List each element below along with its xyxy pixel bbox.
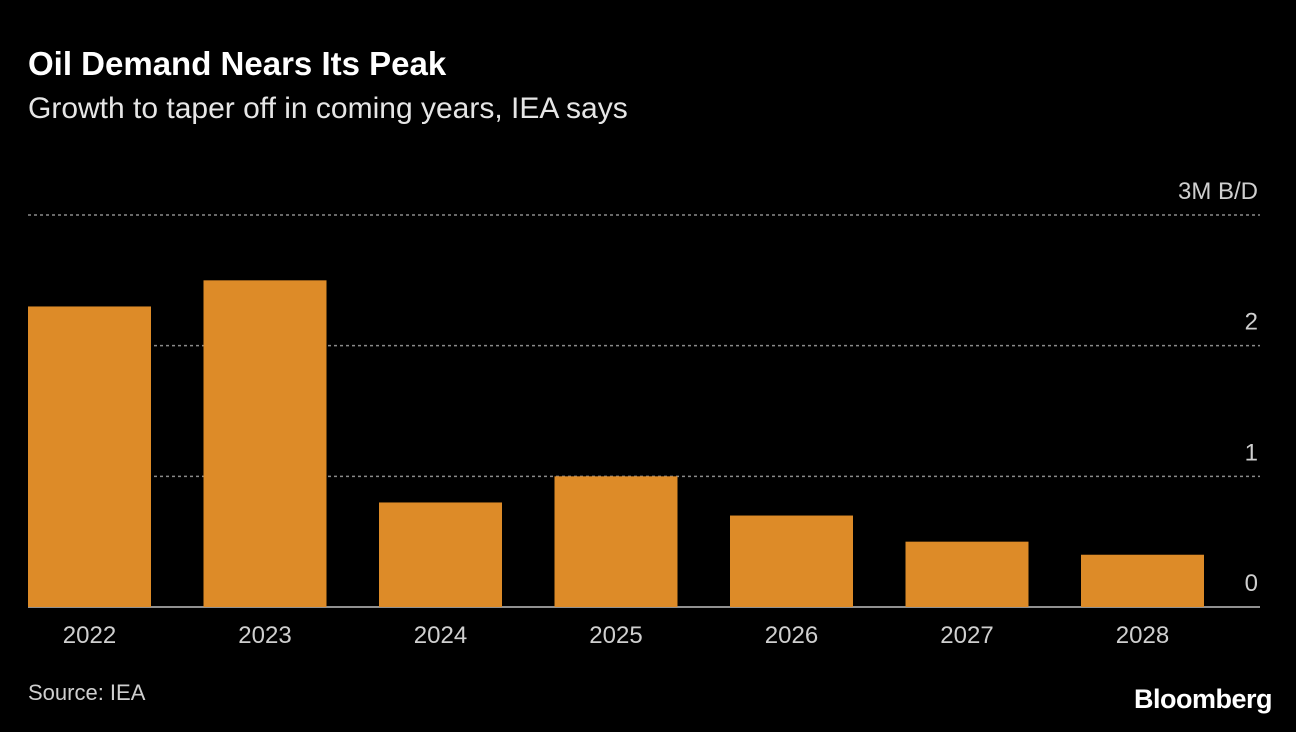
bar (379, 502, 502, 607)
chart-title: Oil Demand Nears Its Peak (28, 45, 447, 82)
y-tick-label: 1 (1245, 439, 1258, 466)
bar (905, 541, 1029, 607)
bar (730, 515, 853, 607)
x-tick-label: 2022 (63, 622, 116, 649)
x-tick-label: 2023 (238, 622, 291, 649)
brand-logo: Bloomberg (1134, 684, 1272, 714)
y-tick-label: 3M B/D (1178, 178, 1258, 205)
bar (28, 306, 151, 607)
bar (554, 476, 678, 607)
x-tick-label: 2027 (940, 622, 993, 649)
x-tick-label: 2028 (1116, 622, 1169, 649)
y-tick-label: 2 (1245, 309, 1258, 336)
bar (203, 280, 327, 607)
x-tick-label: 2026 (765, 622, 818, 649)
chart-subtitle: Growth to taper off in coming years, IEA… (28, 92, 628, 125)
y-tick-label: 0 (1245, 570, 1258, 597)
x-tick-label: 2025 (589, 622, 642, 649)
source: Source: IEA (28, 680, 146, 705)
bar (1081, 554, 1204, 607)
x-tick-label: 2024 (414, 622, 467, 649)
